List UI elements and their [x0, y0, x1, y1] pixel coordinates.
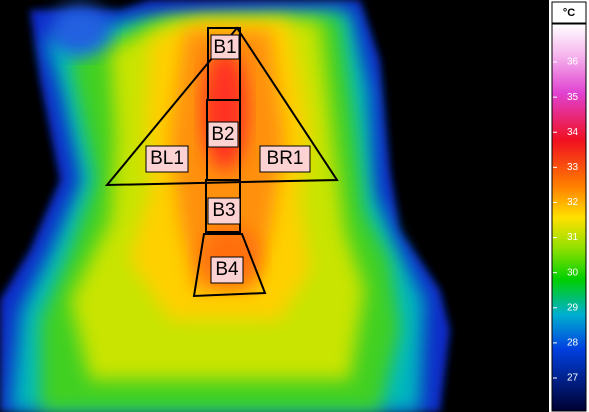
scale-tick-label: 30 [567, 267, 579, 278]
scale-tick-label: 34 [567, 127, 579, 138]
scale-unit: °C [563, 7, 575, 19]
scale-tick-label: 33 [567, 162, 579, 173]
roi-label: B4 [215, 259, 239, 280]
roi-label: B2 [211, 124, 234, 145]
roi-label: B3 [212, 200, 235, 221]
roi-label: BR1 [267, 148, 304, 169]
roi-label: BL1 [150, 148, 184, 169]
page: B1 B2 BL1 BR1 B3 B4 °C 36 35 34 33 32 31 30 29 2… [0, 0, 589, 412]
color-scale: °C 36 35 34 33 32 31 30 29 28 27 [549, 0, 589, 412]
scale-tick-label: 35 [567, 92, 579, 103]
scale-tick-label: 36 [567, 57, 579, 68]
thermal-view: B1 B2 BL1 BR1 B3 B4 °C 36 35 34 33 32 31 30 29 2… [0, 0, 589, 412]
scale-tick-label: 27 [567, 373, 579, 384]
scale-bar [552, 24, 586, 411]
roi-label: B1 [213, 37, 236, 58]
scale-tick-label: 32 [567, 197, 579, 208]
scale-tick-label: 28 [567, 338, 579, 349]
scale-tick-label: 29 [567, 302, 579, 313]
scale-tick-label: 31 [567, 232, 579, 243]
